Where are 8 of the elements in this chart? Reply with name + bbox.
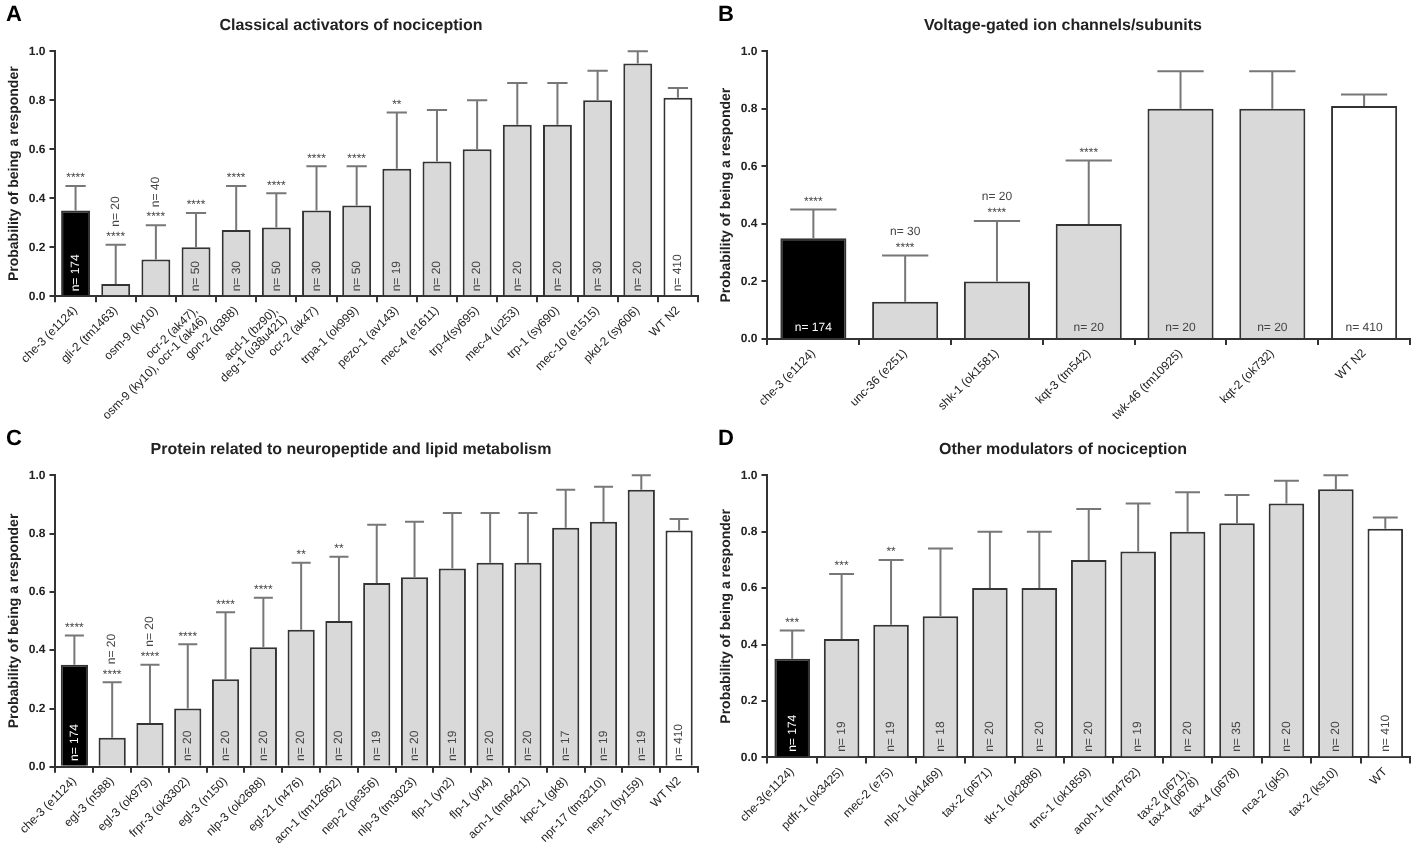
chart-title: Classical activators of nociception [219,16,483,35]
text: A [6,3,22,28]
text: C [6,427,22,452]
text: D [718,427,734,452]
text: B [718,3,734,28]
chart-title: Other modulators of nociception [938,440,1188,459]
chart-title: Voltage-gated ion channels/subunits [924,16,1204,35]
chart-title: Protein related to neuropeptide and lipid metabolism [150,440,552,459]
